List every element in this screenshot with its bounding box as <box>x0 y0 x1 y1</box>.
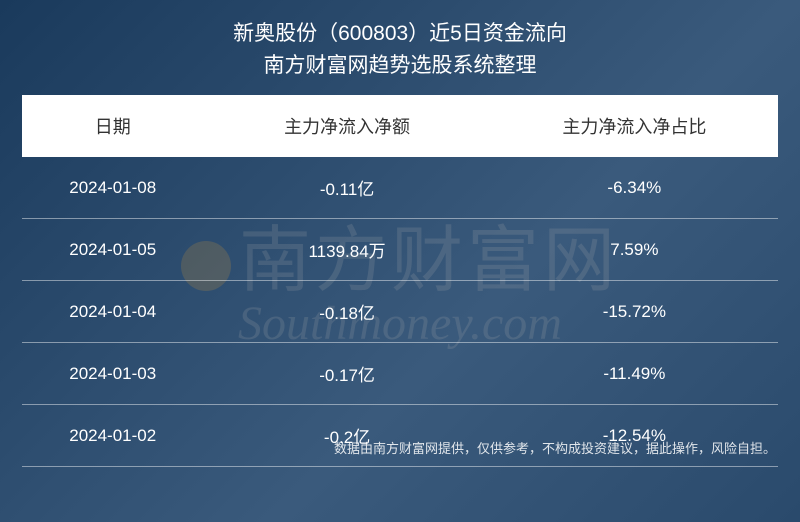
main-container: 南方财富网 Southmoney.com 新奥股份（600803）近5日资金流向… <box>0 0 800 522</box>
header-title-line2: 南方财富网趋势选股系统整理 <box>0 50 800 82</box>
table-wrapper: 日期 主力净流入净额 主力净流入净占比 2024-01-08 -0.11亿 -6… <box>0 95 800 467</box>
table-row: 2024-01-08 -0.11亿 -6.34% <box>22 157 778 219</box>
cell-amount: -0.18亿 <box>203 281 490 343</box>
cell-date: 2024-01-03 <box>22 343 203 405</box>
fund-flow-table: 日期 主力净流入净额 主力净流入净占比 2024-01-08 -0.11亿 -6… <box>22 95 778 467</box>
col-header-date: 日期 <box>22 95 203 157</box>
col-header-amount: 主力净流入净额 <box>203 95 490 157</box>
cell-amount: -0.11亿 <box>203 157 490 219</box>
header: 新奥股份（600803）近5日资金流向 南方财富网趋势选股系统整理 <box>0 0 800 95</box>
cell-date: 2024-01-05 <box>22 219 203 281</box>
cell-amount: -0.2亿 <box>203 405 490 467</box>
table-row: 2024-01-02 -0.2亿 -12.54% <box>22 405 778 467</box>
cell-ratio: 7.59% <box>491 219 778 281</box>
table-row: 2024-01-05 1139.84万 7.59% <box>22 219 778 281</box>
cell-date: 2024-01-02 <box>22 405 203 467</box>
cell-date: 2024-01-08 <box>22 157 203 219</box>
table-row: 2024-01-04 -0.18亿 -15.72% <box>22 281 778 343</box>
cell-amount: -0.17亿 <box>203 343 490 405</box>
cell-ratio: -12.54% <box>491 405 778 467</box>
cell-ratio: -11.49% <box>491 343 778 405</box>
cell-date: 2024-01-04 <box>22 281 203 343</box>
footer-disclaimer: 数据由南方财富网提供，仅供参考，不构成投资建议，据此操作，风险自担。 <box>334 438 776 457</box>
header-title-line1: 新奥股份（600803）近5日资金流向 <box>0 18 800 50</box>
col-header-ratio: 主力净流入净占比 <box>491 95 778 157</box>
cell-ratio: -6.34% <box>491 157 778 219</box>
content-layer: 新奥股份（600803）近5日资金流向 南方财富网趋势选股系统整理 日期 主力净… <box>0 0 800 467</box>
table-header-row: 日期 主力净流入净额 主力净流入净占比 <box>22 95 778 157</box>
cell-amount: 1139.84万 <box>203 219 490 281</box>
table-row: 2024-01-03 -0.17亿 -11.49% <box>22 343 778 405</box>
cell-ratio: -15.72% <box>491 281 778 343</box>
